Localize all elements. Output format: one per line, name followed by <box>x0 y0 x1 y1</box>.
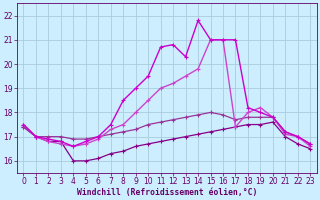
X-axis label: Windchill (Refroidissement éolien,°C): Windchill (Refroidissement éolien,°C) <box>77 188 257 197</box>
